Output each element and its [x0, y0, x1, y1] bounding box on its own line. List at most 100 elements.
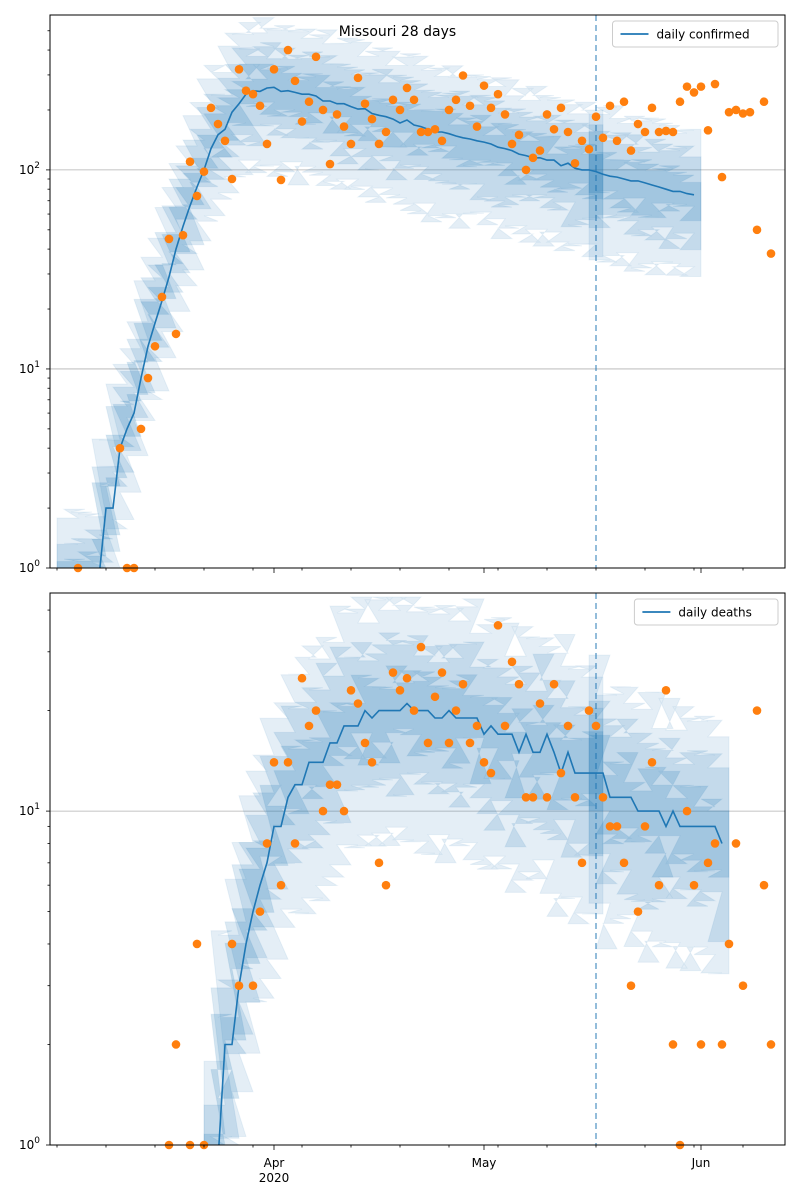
data-point	[500, 110, 510, 119]
data-point	[724, 939, 734, 949]
data-point	[738, 109, 748, 118]
data-point	[283, 758, 293, 767]
data-point	[556, 103, 566, 113]
data-point	[416, 127, 426, 137]
data-point	[304, 97, 314, 107]
data-point	[745, 107, 755, 117]
data-point	[598, 133, 608, 143]
data-point	[206, 103, 216, 113]
data-point	[703, 858, 713, 868]
data-point	[262, 139, 272, 149]
data-point	[591, 721, 601, 731]
data-point	[304, 721, 314, 731]
data-point	[178, 230, 188, 240]
data-point	[409, 95, 419, 105]
data-point	[346, 686, 356, 695]
data-point	[444, 738, 454, 748]
data-point	[339, 122, 349, 131]
data-point	[465, 738, 475, 748]
data-point	[374, 858, 384, 868]
data-point	[619, 97, 629, 107]
data-point	[766, 249, 776, 258]
data-point	[640, 127, 650, 137]
legend-label: daily confirmed	[657, 28, 750, 42]
data-point	[311, 52, 321, 62]
data-point	[290, 76, 300, 86]
data-point	[710, 79, 720, 89]
data-point	[360, 99, 370, 109]
data-point	[311, 706, 321, 715]
band-middle	[588, 130, 702, 251]
data-point	[185, 157, 195, 166]
data-point	[171, 1040, 181, 1049]
data-point	[367, 758, 377, 767]
x-tick-sublabel: 2020	[259, 1171, 290, 1185]
data-point	[549, 679, 559, 689]
data-point	[227, 939, 237, 949]
data-point	[136, 424, 146, 434]
data-point	[318, 806, 328, 816]
x-tick-label: Apr	[264, 1156, 285, 1170]
data-point	[465, 101, 475, 111]
data-point	[675, 97, 685, 107]
data-point	[696, 82, 706, 91]
data-point	[409, 706, 419, 715]
data-point	[472, 721, 482, 731]
data-point	[577, 136, 587, 146]
data-point	[759, 97, 769, 107]
data-point	[220, 136, 230, 146]
band-inner	[56, 63, 604, 568]
data-point	[227, 174, 237, 184]
data-point	[325, 159, 335, 169]
data-point	[458, 679, 468, 689]
data-point	[577, 858, 587, 868]
data-point	[479, 81, 489, 90]
y-tick-exponent: 2	[34, 161, 40, 171]
data-point	[164, 234, 174, 244]
legend	[612, 20, 779, 48]
data-point	[248, 981, 258, 990]
y-tick-exponent: 1	[34, 802, 40, 812]
data-point	[542, 110, 552, 119]
data-point	[325, 780, 335, 789]
data-point	[570, 158, 580, 168]
data-point	[234, 65, 244, 74]
data-point	[143, 373, 153, 383]
data-point	[612, 822, 622, 831]
data-point	[402, 673, 412, 683]
data-point	[486, 103, 496, 113]
data-point	[696, 1040, 706, 1049]
data-point	[297, 673, 307, 683]
data-point	[416, 642, 426, 652]
data-point	[353, 699, 363, 708]
x-tick-label: May	[472, 1156, 497, 1170]
data-point	[563, 721, 573, 731]
data-point	[381, 880, 391, 890]
data-point	[339, 806, 349, 816]
data-point	[584, 706, 594, 715]
data-point	[591, 112, 601, 122]
data-point	[570, 792, 580, 802]
data-point	[437, 136, 447, 146]
data-point	[283, 45, 293, 55]
data-point	[395, 686, 405, 695]
data-point	[262, 839, 272, 848]
data-point	[472, 122, 482, 131]
data-point	[682, 806, 692, 816]
data-point	[654, 127, 664, 137]
data-point	[346, 139, 356, 149]
data-point	[157, 292, 167, 302]
band-inner	[588, 151, 702, 222]
data-point	[353, 73, 363, 83]
data-point	[661, 126, 671, 136]
data-point	[395, 105, 405, 115]
data-point	[710, 839, 720, 848]
data-point	[542, 792, 552, 802]
data-point	[619, 858, 629, 868]
mean-line	[218, 702, 723, 1145]
data-point	[654, 880, 664, 890]
mean-line	[99, 86, 695, 568]
